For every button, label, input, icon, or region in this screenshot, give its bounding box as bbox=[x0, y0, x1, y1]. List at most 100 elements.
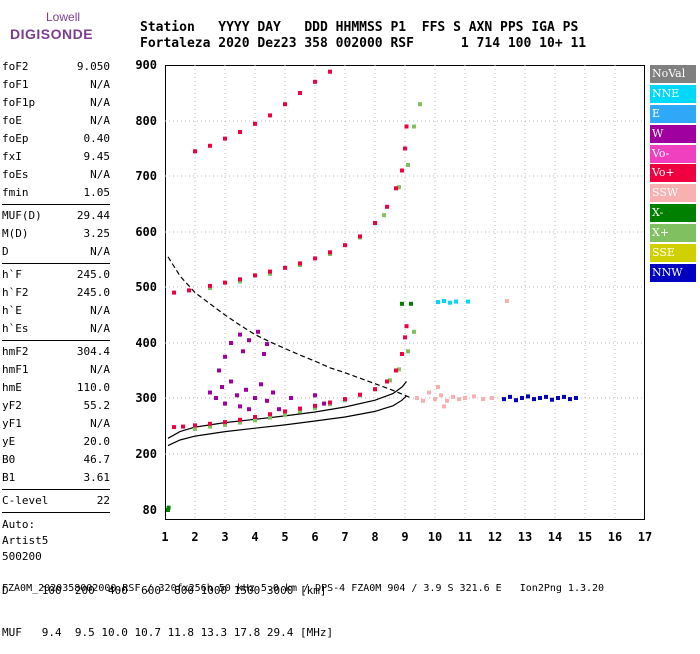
param-separator bbox=[2, 489, 110, 490]
legend-item-w: W bbox=[650, 124, 696, 143]
param-row-fmin: fmin 1.05 bbox=[2, 184, 110, 202]
y-tick-label: 300 bbox=[135, 391, 157, 405]
param-name: h`E bbox=[2, 304, 22, 317]
param-name: fmin bbox=[2, 186, 29, 199]
param-value: 20.0 bbox=[83, 435, 111, 448]
muf-table-distance-row: D 100 200 400 600 800 1000 1500 3000 [km… bbox=[2, 584, 327, 597]
param-value: 55.2 bbox=[83, 399, 111, 412]
param-name: hmF1 bbox=[2, 363, 29, 376]
param-name: fxI bbox=[2, 150, 22, 163]
header-values: Fortaleza 2020 Dez23 358 002000 RSF 1 71… bbox=[140, 36, 587, 51]
y-tick-label: 400 bbox=[135, 336, 157, 350]
x-tick-label: 12 bbox=[488, 530, 502, 544]
param-row-hf2: h`F2 245.0 bbox=[2, 284, 110, 302]
param-separator bbox=[2, 263, 110, 264]
param-value: N/A bbox=[90, 78, 110, 91]
param-row-foes: foEs N/A bbox=[2, 166, 110, 184]
param-name: yE bbox=[2, 435, 16, 448]
param-value: 9.050 bbox=[76, 60, 110, 73]
param-name: D bbox=[2, 245, 9, 258]
param-row-hmf2: hmF2 304.4 bbox=[2, 343, 110, 361]
param-name: M(D) bbox=[2, 227, 29, 240]
param-value: N/A bbox=[90, 168, 110, 181]
param-name: C-level bbox=[2, 494, 49, 507]
param-value: 3.61 bbox=[83, 471, 111, 484]
y-tick-label: 80 bbox=[143, 503, 157, 517]
x-tick-label: 6 bbox=[311, 530, 318, 544]
param-row-yf2: yF2 55.2 bbox=[2, 397, 110, 415]
param-row-he: h`E N/A bbox=[2, 302, 110, 320]
autoscaler-info: Auto: Artist5 500200 bbox=[2, 517, 110, 565]
param-row-hmf1: hmF1 N/A bbox=[2, 361, 110, 379]
param-value: 46.7 bbox=[83, 453, 111, 466]
y-tick-label: 800 bbox=[135, 114, 157, 128]
param-name: h`F2 bbox=[2, 286, 29, 299]
station-header: Station YYYY DAY DDD HHMMSS P1 FFS S AXN… bbox=[140, 20, 586, 52]
x-tick-label: 10 bbox=[428, 530, 442, 544]
param-value: 22 bbox=[96, 494, 110, 507]
param-name: foF2 bbox=[2, 60, 29, 73]
param-row-yf1: yF1 N/A bbox=[2, 415, 110, 433]
x-tick-label: 14 bbox=[548, 530, 562, 544]
param-row-fxi: fxI 9.45 bbox=[2, 148, 110, 166]
param-name: B0 bbox=[2, 453, 16, 466]
x-tick-label: 5 bbox=[281, 530, 288, 544]
param-value: N/A bbox=[90, 322, 110, 335]
param-separator bbox=[2, 204, 110, 205]
file-footer: FZA0M_2020358002000.RSF / 320fx256h 50 k… bbox=[2, 583, 605, 594]
x-tick-label: 16 bbox=[608, 530, 622, 544]
param-value: N/A bbox=[90, 245, 110, 258]
x-tick-label: 17 bbox=[638, 530, 652, 544]
x-tick-label: 3 bbox=[221, 530, 228, 544]
legend-item-e: E bbox=[650, 104, 696, 123]
legend-item-vo: Vo- bbox=[650, 144, 696, 163]
logo-bottom-text: DIGISONDE bbox=[10, 26, 94, 42]
legend-item-noval: NoVal bbox=[650, 65, 696, 83]
x-tick-label: 7 bbox=[341, 530, 348, 544]
logo-top-text: Lowell bbox=[46, 10, 81, 24]
param-name: yF2 bbox=[2, 399, 22, 412]
param-row-fof2: foF2 9.050 bbox=[2, 58, 110, 76]
param-row-hf: h`F 245.0 bbox=[2, 266, 110, 284]
param-row-clevel: C-level 22 bbox=[2, 492, 110, 510]
param-value: N/A bbox=[90, 417, 110, 430]
x-tick-label: 11 bbox=[458, 530, 472, 544]
param-value: 245.0 bbox=[76, 286, 110, 299]
param-value: 110.0 bbox=[76, 381, 110, 394]
param-value: 245.0 bbox=[76, 268, 110, 281]
param-separator bbox=[2, 340, 110, 341]
y-tick-label: 500 bbox=[135, 280, 157, 294]
param-name: foF1p bbox=[2, 96, 36, 109]
param-value: 0.40 bbox=[83, 132, 111, 145]
param-value: N/A bbox=[90, 363, 110, 376]
param-row-ye: yE 20.0 bbox=[2, 433, 110, 451]
param-row-fof1: foF1 N/A bbox=[2, 76, 110, 94]
muf-table-muf-row: MUF 9.4 9.5 10.0 10.7 11.8 13.3 17.8 29.… bbox=[2, 626, 334, 639]
param-name: foE bbox=[2, 114, 22, 127]
x-tick-label: 13 bbox=[518, 530, 532, 544]
param-row-hme: hmE 110.0 bbox=[2, 379, 110, 397]
parameter-panel: foF2 9.050 foF1 N/A foF1p N/A foE N/A foEp 0.40 fx… bbox=[2, 58, 110, 565]
param-row-foe: foE N/A bbox=[2, 112, 110, 130]
ionogram-plot-frame bbox=[165, 65, 645, 520]
param-row-md: M(D) 3.25 bbox=[2, 225, 110, 243]
param-separator bbox=[2, 512, 110, 513]
param-name: foEp bbox=[2, 132, 29, 145]
polarization-legend: NoVal NNE E W Vo- Vo+ SSW X- X+ SSE NNW bbox=[650, 65, 696, 284]
autoscaler-line: Artist5 bbox=[2, 534, 49, 547]
param-name: hmF2 bbox=[2, 345, 29, 358]
y-tick-label: 700 bbox=[135, 169, 157, 183]
param-name: foF1 bbox=[2, 78, 29, 91]
x-tick-label: 8 bbox=[371, 530, 378, 544]
param-name: B1 bbox=[2, 471, 16, 484]
logo: Lowell DIGISONDE bbox=[6, 6, 126, 46]
param-name: hmE bbox=[2, 381, 22, 394]
y-tick-label: 900 bbox=[135, 58, 157, 72]
param-value: N/A bbox=[90, 114, 110, 127]
param-value: N/A bbox=[90, 96, 110, 109]
x-tick-label: 15 bbox=[578, 530, 592, 544]
legend-item-ssw: SSW bbox=[650, 184, 696, 203]
autoscaler-line: Auto: bbox=[2, 518, 36, 531]
param-row-d: D N/A bbox=[2, 243, 110, 261]
param-name: MUF(D) bbox=[2, 209, 42, 222]
